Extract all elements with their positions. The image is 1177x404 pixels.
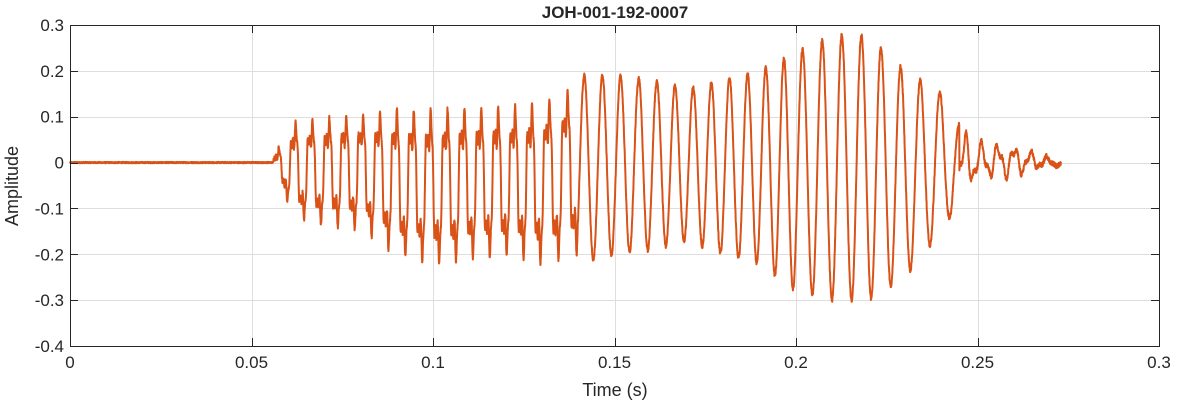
waveform-series-line xyxy=(69,32,1062,303)
y-axis-label: Amplitude xyxy=(2,146,22,226)
x-tick-label: 0.05 xyxy=(235,353,268,372)
y-tick-label: 0.3 xyxy=(40,16,64,35)
y-tick-label: 0 xyxy=(55,154,64,173)
x-axis: 0 0.05 0.1 0.15 0.2 0.25 0.3 xyxy=(65,25,1171,372)
y-tick-label: -0.2 xyxy=(35,245,64,264)
x-tick-label: 0.1 xyxy=(421,353,445,372)
y-axis: 0.3 0.2 0.1 0 -0.1 -0.2 -0.3 -0.4 xyxy=(35,16,1159,356)
x-tick-label: 0.3 xyxy=(1147,353,1171,372)
x-tick-label: 0 xyxy=(65,353,74,372)
plot-area xyxy=(69,32,1062,303)
y-tick-label: -0.4 xyxy=(35,337,64,356)
y-tick-label: 0.1 xyxy=(40,108,64,127)
x-tick-label: 0.2 xyxy=(784,353,808,372)
chart-title: JOH-001-192-0007 xyxy=(542,3,688,22)
x-tick-label: 0.15 xyxy=(598,353,631,372)
x-tick-label: 0.25 xyxy=(961,353,994,372)
y-tick-label: -0.3 xyxy=(35,291,64,310)
y-tick-label: 0.2 xyxy=(40,62,64,81)
x-axis-label: Time (s) xyxy=(582,380,647,400)
y-tick-label: -0.1 xyxy=(35,199,64,218)
